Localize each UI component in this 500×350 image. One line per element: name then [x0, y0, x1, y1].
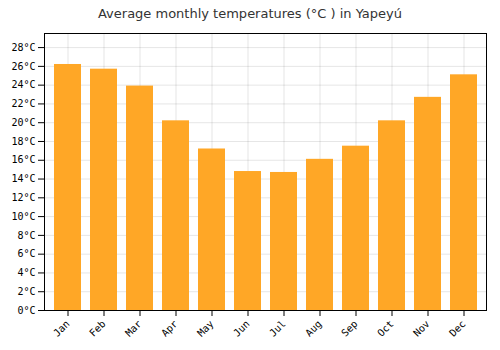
svg-text:8°C: 8°C	[17, 230, 35, 241]
svg-text:Jun: Jun	[231, 318, 252, 339]
svg-text:20°C: 20°C	[11, 117, 35, 128]
svg-text:Mar: Mar	[123, 318, 144, 339]
svg-text:May: May	[195, 318, 216, 339]
svg-text:14°C: 14°C	[11, 173, 35, 184]
svg-text:Oct: Oct	[375, 318, 396, 339]
svg-text:28°C: 28°C	[11, 42, 35, 53]
svg-text:Jan: Jan	[51, 318, 72, 339]
svg-text:18°C: 18°C	[11, 136, 35, 147]
svg-text:Nov: Nov	[411, 318, 432, 339]
svg-text:6°C: 6°C	[17, 248, 35, 259]
svg-text:Apr: Apr	[159, 318, 180, 339]
svg-text:0°C: 0°C	[17, 305, 35, 316]
svg-text:Feb: Feb	[87, 318, 108, 339]
svg-text:2°C: 2°C	[17, 286, 35, 297]
svg-text:Jul: Jul	[267, 318, 288, 339]
svg-text:Sep: Sep	[339, 318, 360, 339]
svg-text:10°C: 10°C	[11, 211, 35, 222]
svg-text:4°C: 4°C	[17, 267, 35, 278]
svg-text:Aug: Aug	[303, 318, 324, 339]
svg-text:16°C: 16°C	[11, 154, 35, 165]
html-text:Average monthly temperatures (: Average monthly temperatures (°C ) in Ya…	[98, 6, 402, 21]
svg-text:Dec: Dec	[447, 318, 468, 339]
svg-text:22°C: 22°C	[11, 98, 35, 109]
svg-text:24°C: 24°C	[11, 79, 35, 90]
svg-text:12°C: 12°C	[11, 192, 35, 203]
svg-text:26°C: 26°C	[11, 61, 35, 72]
